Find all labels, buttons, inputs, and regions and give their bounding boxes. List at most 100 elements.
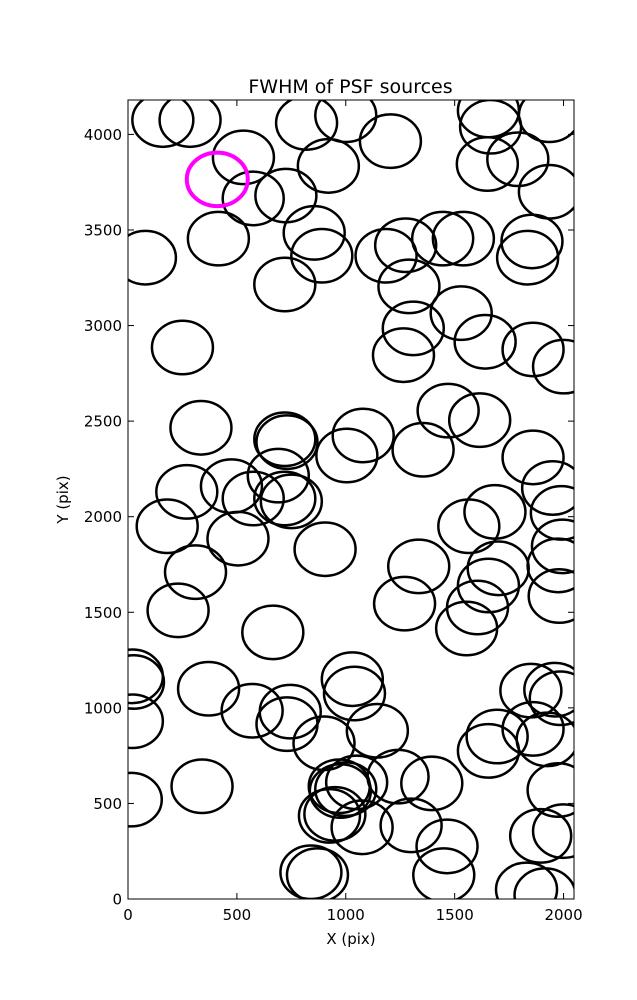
- psf-source-marker: [308, 762, 373, 820]
- psf-source-marker: [381, 300, 446, 357]
- psf-source-marker: [211, 129, 276, 186]
- psf-source-marker: [170, 758, 234, 815]
- psf-source-marker: [456, 557, 521, 614]
- y-tick-label: 500: [93, 795, 122, 813]
- psf-source-marker: [146, 582, 210, 639]
- y-tick-label: 2000: [84, 508, 122, 526]
- psf-source-marker: [150, 319, 215, 376]
- psf-source-marker: [410, 210, 475, 267]
- y-axis-label: Y (pix): [54, 475, 72, 524]
- psf-source-marker: [513, 867, 574, 899]
- psf-source-marker: [253, 411, 317, 468]
- axis-ticks: 0 500 1000 1500 2000 0 500 1000 1500 2000 2500 3000…: [84, 100, 583, 924]
- psf-source-marker: [220, 682, 284, 739]
- x-tick-label: 1000: [327, 906, 365, 924]
- psf-source-marker: [290, 227, 354, 284]
- x-tick-label: 1500: [436, 906, 474, 924]
- psf-source-marker: [377, 258, 441, 315]
- psf-source-marker: [128, 229, 178, 286]
- y-tick-label: 3500: [84, 221, 122, 239]
- psf-source-marker: [221, 170, 285, 227]
- psf-source-marker: [501, 700, 565, 757]
- psf-source-marker: [379, 797, 443, 854]
- psf-source-marker: [158, 100, 222, 149]
- psf-source-marker: [330, 799, 394, 856]
- psf-source-marker: [434, 600, 499, 657]
- x-tick-label: 500: [223, 906, 252, 924]
- psf-source-marker: [486, 131, 550, 188]
- highlighted-source-marker: [184, 150, 250, 209]
- psf-source-marker: [241, 604, 305, 661]
- psf-source-marker: [296, 137, 361, 194]
- psf-source-marker: [128, 771, 163, 828]
- psf-source-marker: [466, 540, 530, 597]
- psf-source-marker: [531, 338, 574, 395]
- y-tick-label: 1500: [84, 604, 122, 622]
- psf-source-marker: [517, 163, 574, 220]
- x-axis-label: X (pix): [326, 930, 375, 948]
- psf-source-marker: [400, 755, 464, 812]
- psf-source-marker: [501, 429, 565, 486]
- y-tick-label: 0: [112, 891, 122, 909]
- psf-source-marker: [285, 847, 350, 899]
- psf-source-marker: [465, 708, 529, 765]
- psf-source-marker: [131, 100, 195, 149]
- psf-source-marker: [530, 518, 574, 575]
- y-tick-label: 1000: [84, 699, 122, 717]
- psf-source-marker: [531, 803, 574, 860]
- psf-source-marker: [282, 204, 346, 261]
- psf-source-marker: [437, 498, 501, 555]
- y-tick-label: 2500: [84, 413, 122, 431]
- psf-source-marker: [199, 458, 264, 515]
- psf-source-marker: [128, 693, 165, 750]
- psf-source-marker: [176, 660, 241, 717]
- psf-source-marker: [501, 321, 565, 378]
- psf-source-marker: [169, 399, 233, 456]
- psf-source-marker: [494, 861, 559, 899]
- psf-source-marker: [371, 327, 436, 384]
- psf-source-marker: [254, 167, 318, 224]
- psf-source-marker: [331, 407, 395, 464]
- psf-source-marker: [386, 538, 451, 595]
- psf-source-marker: [391, 421, 455, 478]
- psf-source-marker: [255, 696, 319, 753]
- psf-source-marker: [416, 382, 480, 439]
- psf-source-marker: [186, 210, 251, 267]
- x-tick-label: 0: [123, 906, 133, 924]
- psf-source-marker: [322, 665, 387, 722]
- psf-source-marker: [314, 761, 378, 818]
- psf-source-marker: [354, 227, 418, 284]
- psf-source-marker: [206, 510, 270, 567]
- psf-source-marker: [128, 654, 166, 711]
- psf-source-marker: [456, 722, 521, 779]
- psf-source-marker: [526, 537, 574, 594]
- psf-source-marker: [314, 100, 378, 144]
- psf-source-marker: [155, 463, 219, 520]
- psf-source-marker: [453, 313, 517, 370]
- psf-source-marker: [495, 229, 560, 286]
- psf-source-marker: [431, 210, 496, 267]
- psf-source-marker: [526, 762, 574, 819]
- psf-source-marker: [259, 473, 324, 530]
- psf-source-marker: [358, 113, 423, 170]
- psf-source-marker: [455, 136, 520, 193]
- psf-source-marker: [372, 575, 437, 632]
- psf-source-marker: [253, 256, 317, 313]
- psf-source-marker: [523, 661, 574, 718]
- psf-source-marker: [515, 711, 574, 768]
- psf-source-marker: [279, 844, 343, 899]
- psf-source-marker: [508, 807, 573, 864]
- psf-source-marker: [527, 568, 574, 625]
- psf-source-marker: [258, 683, 322, 740]
- psf-source-marker: [447, 392, 512, 449]
- psf-source-marker: [373, 217, 438, 274]
- psf-markers: [128, 100, 574, 899]
- chart-title: FWHM of PSF sources: [248, 76, 452, 98]
- psf-source-marker: [253, 470, 317, 527]
- psf-source-marker: [412, 847, 476, 899]
- psf-source-marker: [528, 670, 574, 727]
- y-tick-label: 4000: [84, 126, 122, 144]
- psf-source-marker: [429, 285, 493, 342]
- x-tick-label: 2000: [544, 906, 582, 924]
